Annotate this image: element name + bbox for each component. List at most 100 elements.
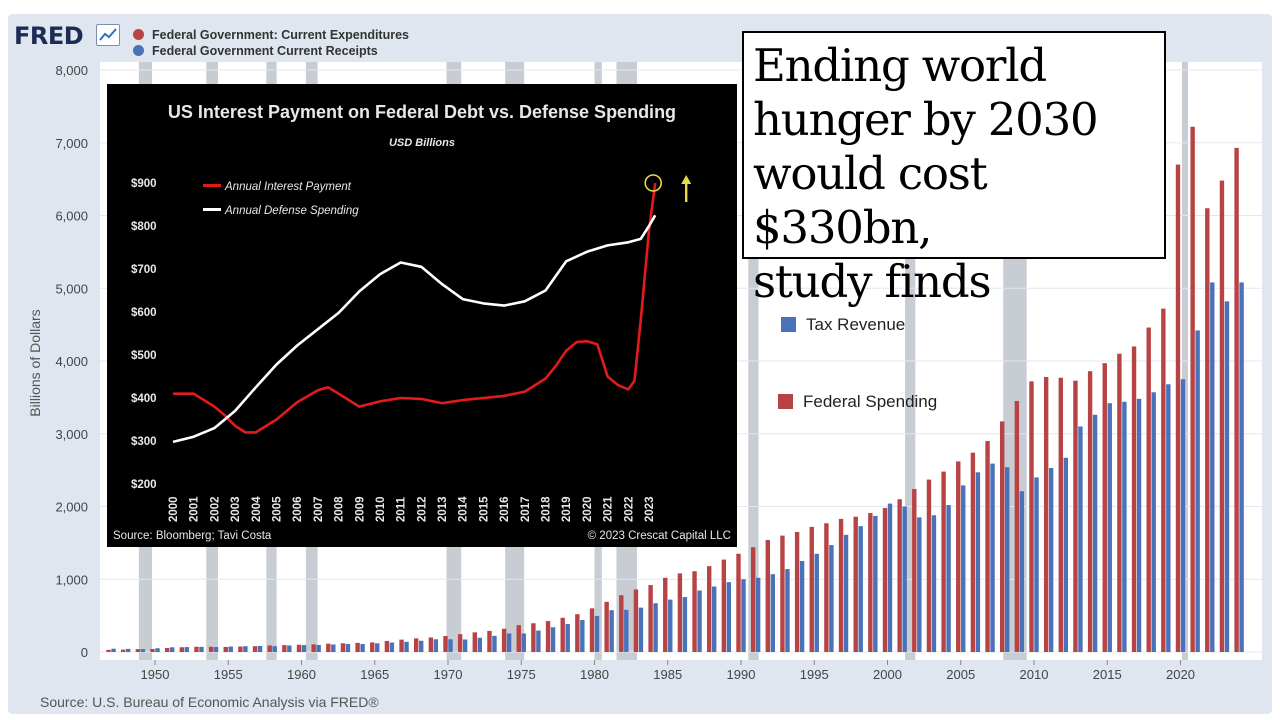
inset-x-tick-label: 2012 [416,496,428,522]
inset-title: US Interest Payment on Federal Debt vs. … [167,102,677,122]
bar-expenditures [194,646,199,652]
bar-expenditures [208,646,214,652]
interest-payment-line [173,182,657,434]
bar-receipts [858,526,863,652]
bar-expenditures [1146,327,1151,652]
bar-receipts [712,586,717,652]
bar-expenditures [252,646,258,652]
bar-receipts [1122,401,1127,652]
inset-plot: $200 $300 $400 $500 $600 $700 $800 $900 2000 2001… [131,174,692,522]
bar-receipts [1034,477,1039,652]
bar-receipts [111,648,116,652]
bar-expenditures [1014,401,1020,652]
bar-expenditures [750,547,756,652]
interest-legend-label: Annual Interest Payment [225,181,351,193]
inset-x-tick-label: 2010 [375,496,387,522]
bar-receipts [1239,282,1244,652]
bar-receipts [316,644,321,652]
bar-expenditures [296,644,302,652]
bar-receipts [492,635,497,652]
bar-expenditures [428,637,434,652]
bar-receipts [448,639,453,652]
x-tick-label: 1990 [727,667,756,682]
bar-expenditures [633,589,639,652]
bar-expenditures [575,614,580,652]
bar-receipts [1195,330,1200,652]
bar-expenditures [1161,308,1166,652]
y-tick-label: 5,000 [55,281,88,296]
x-tick-label: 1955 [214,667,243,682]
y-tick-label: 0 [81,645,88,660]
federal-spending-label: Federal Spending [803,392,938,411]
bar-expenditures [1029,381,1034,652]
bar-receipts [682,597,688,652]
bar-receipts [668,599,673,652]
bar-receipts [580,619,585,652]
bar-expenditures [604,601,609,652]
bar-receipts [1136,398,1142,652]
inset-x-tick-label: 2007 [313,496,325,522]
bar-receipts [140,649,146,652]
defense-swatch [203,208,221,211]
bar-expenditures [238,646,243,652]
bar-expenditures [267,645,272,652]
bar-expenditures [868,513,873,652]
inset-x-tick-label: 2019 [561,496,573,522]
bar-receipts [331,644,336,652]
bar-receipts [1063,457,1068,652]
inset-y-tick-label: $700 [131,264,157,276]
inset-x-tick-label: 2014 [458,496,470,522]
x-tick-label: 2000 [873,667,902,682]
bar-receipts [1092,414,1098,652]
bar-receipts [1210,282,1215,652]
inset-x-tick-label: 2011 [396,496,408,522]
news-headline-box: Ending world hunger by 2030 would cost $… [742,31,1166,308]
legend-dot-blue [133,45,144,56]
bar-expenditures [765,539,770,652]
bar-receipts [961,485,966,652]
inset-x-tick-label: 2006 [292,496,304,522]
x-tick-label: 1950 [141,667,170,682]
bar-receipts [1005,467,1010,652]
bar-receipts [213,647,219,652]
source-note[interactable]: Source: U.S. Bureau of Economic Analysis… [40,694,379,710]
defense-legend-label: Annual Defense Spending [225,205,359,217]
x-tick-label: 1970 [434,667,463,682]
bar-expenditures [853,516,858,652]
bar-receipts [565,623,570,652]
bar-expenditures [1190,126,1195,653]
x-tick-label: 1965 [360,667,389,682]
bar-receipts [199,646,204,652]
bar-receipts [726,582,732,652]
bar-receipts [536,630,541,652]
bar-expenditures [985,441,990,652]
bar-expenditures [794,531,800,652]
bar-expenditures [1117,353,1122,652]
bar-expenditures [721,559,727,652]
bar-receipts [345,643,351,652]
bar-receipts [638,607,644,652]
legend-item-expenditures[interactable]: Federal Government: Current Expenditures [133,28,409,42]
y-tick-label: 7,000 [55,136,88,151]
news-headline: Ending world hunger by 2030 would cost $… [753,39,1163,309]
bar-receipts [462,639,468,652]
bar-receipts [609,610,614,652]
bar-receipts [1107,403,1112,652]
bar-expenditures [1043,377,1049,652]
y-tick-label: 1,000 [55,572,88,587]
bar-receipts [360,643,365,652]
fred-logo[interactable]: FRED [14,22,84,50]
bar-expenditures [736,553,741,652]
bar-expenditures [1131,346,1137,652]
bar-expenditures [941,471,946,652]
inset-x-tick-label: 2016 [499,496,511,522]
bar-receipts [1078,426,1083,652]
bar-expenditures [121,649,126,652]
legend-item-receipts[interactable]: Federal Government Current Receipts [133,44,378,58]
bar-receipts [829,545,834,652]
bar-expenditures [897,499,902,652]
bar-receipts [155,648,160,652]
bar-expenditures [663,577,668,652]
bar-expenditures [1175,164,1181,652]
